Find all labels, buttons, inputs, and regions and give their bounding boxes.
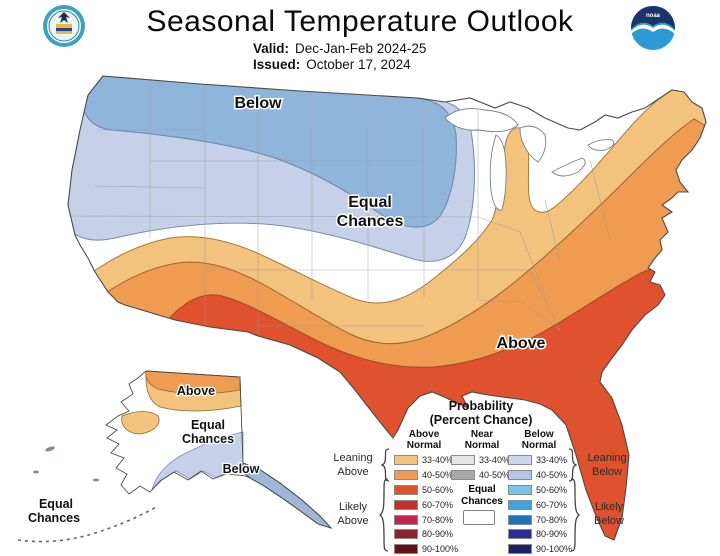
legend-row-above-70-80: 70-80%	[394, 511, 453, 525]
alaska-outline	[105, 370, 333, 529]
valid-value: Dec-Jan-Feb 2024-25	[295, 41, 427, 56]
label-ak-equal-2: Chances	[182, 432, 234, 446]
issued-label: Issued:	[253, 57, 301, 72]
legend-swatch	[394, 528, 418, 539]
legend-header-near-normal: Near Normal	[464, 429, 500, 451]
ak-region-above-40-50	[145, 370, 241, 395]
legend-swatch	[451, 469, 475, 480]
legend-row-above-90-100: 90-100%	[394, 540, 458, 554]
legend-row-above-33-40: 33-40%	[394, 451, 453, 465]
noaa-logo-text: noaa	[646, 13, 661, 19]
legend-likely-above-label: Likely Above	[337, 501, 369, 527]
noaa-seagull-icon	[631, 24, 675, 34]
legend-row-above-50-60: 50-60%	[394, 481, 453, 495]
great-lakes	[444, 108, 615, 211]
legend-subtitle: (Percent Chance)	[429, 413, 533, 427]
legend-row-below-80-90: 80-90%	[508, 525, 567, 539]
label-aleutian-equal-2: Chances	[28, 511, 80, 525]
label-ak-below: Below	[223, 462, 260, 476]
issued-value: October 17, 2024	[306, 57, 411, 72]
nws-logo	[42, 4, 86, 48]
nws-eagle-icon	[58, 12, 70, 23]
valid-line: Valid: Dec-Jan-Feb 2024-25	[253, 41, 426, 56]
page-title: Seasonal Temperature Outlook	[146, 5, 574, 38]
label-conus-above: Above	[497, 335, 546, 352]
legend-swatch	[508, 499, 532, 510]
legend-leaning-below-label: Leaning Below	[587, 452, 627, 478]
brace-leaning-above	[381, 448, 390, 482]
aleutian-islands	[17, 446, 159, 543]
legend-row-above-60-70: 60-70%	[394, 496, 453, 510]
legend-header-above-normal: Above Normal	[406, 429, 442, 451]
legend-swatch	[394, 454, 418, 465]
legend-swatch	[508, 454, 532, 465]
legend-swatch	[508, 469, 532, 480]
legend-row-below-40-50: 40-50%	[508, 466, 567, 480]
legend-row-near-40-50: 40-50%	[451, 466, 510, 480]
map-labels: Below Equal Chances Above Above Equal Ch…	[27, 94, 547, 527]
legend-swatch	[451, 454, 475, 465]
legend-swatch	[508, 514, 532, 525]
legend-equal-chances-swatch	[463, 510, 495, 525]
state-lines	[68, 80, 611, 336]
legend-row-below-33-40: 33-40%	[508, 451, 567, 465]
label-conus-equal-2: Chances	[337, 213, 404, 230]
legend-title: Probability	[448, 399, 514, 413]
legend-row-below-70-80: 70-80%	[508, 511, 567, 525]
legend-likely-below-label: Likely Below	[594, 501, 624, 527]
label-aleutian-equal-1: Equal	[39, 497, 73, 511]
valid-label: Valid:	[253, 41, 290, 56]
legend-row-above-80-90: 80-90%	[394, 525, 453, 539]
brace-likely-above	[379, 478, 389, 552]
label-ak-above: Above	[177, 384, 215, 398]
legend-swatch	[394, 514, 418, 525]
legend-swatch	[508, 528, 532, 539]
issued-line: Issued: October 17, 2024	[253, 57, 411, 72]
conus-outline	[67, 75, 707, 541]
legend-header-below-normal: Below Normal	[521, 429, 557, 451]
legend-row-near-33-40: 33-40%	[451, 451, 510, 465]
legend-swatch	[394, 484, 418, 495]
legend-row-below-90-100: 90-100%	[508, 540, 572, 554]
legend-swatch	[394, 499, 418, 510]
legend-swatch	[394, 543, 418, 554]
legend-leaning-above-label: Leaning Above	[333, 452, 373, 478]
brace-leaning-below	[568, 448, 577, 482]
label-conus-equal-1: Equal	[348, 194, 392, 211]
legend-swatch	[508, 543, 532, 554]
alaska-inset	[17, 370, 333, 543]
legend-swatch	[394, 469, 418, 480]
legend-row-below-60-70: 60-70%	[508, 496, 567, 510]
legend-row-above-40-50: 40-50%	[394, 466, 453, 480]
label-ak-equal-1: Equal	[191, 418, 225, 432]
region-below-40-50	[82, 76, 457, 228]
legend-swatch	[508, 484, 532, 495]
legend-equal-chances-label: Equal Chances	[461, 484, 503, 507]
noaa-logo: noaa	[630, 5, 676, 51]
ak-region-above-west-patch	[121, 411, 160, 435]
brace-likely-below	[570, 478, 580, 552]
label-conus-below: Below	[234, 95, 282, 112]
legend-row-below-50-60: 50-60%	[508, 481, 567, 495]
